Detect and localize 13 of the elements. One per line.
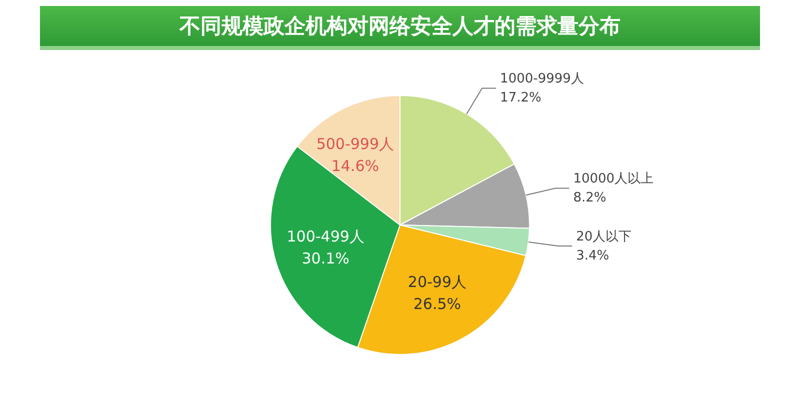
data-label: 14.6% bbox=[331, 157, 379, 176]
chart-title: 不同规模政企机构对网络安全人才的需求量分布 bbox=[40, 6, 760, 50]
data-label: 26.5% bbox=[413, 295, 462, 314]
data-label: 30.1% bbox=[302, 249, 350, 268]
slice-label: 20人以下 bbox=[576, 229, 632, 244]
data-label: 17.2% bbox=[500, 90, 542, 106]
slice-label: 1000-9999人 bbox=[500, 72, 584, 87]
slice-label: 10000人以上 bbox=[573, 172, 654, 187]
slice-label: 500-999人 bbox=[316, 135, 394, 154]
data-label: 8.2% bbox=[573, 190, 606, 206]
slice-label: 100-499人 bbox=[286, 227, 364, 246]
data-label: 3.4% bbox=[576, 248, 610, 264]
slice-label: 20-99人 bbox=[408, 273, 467, 292]
